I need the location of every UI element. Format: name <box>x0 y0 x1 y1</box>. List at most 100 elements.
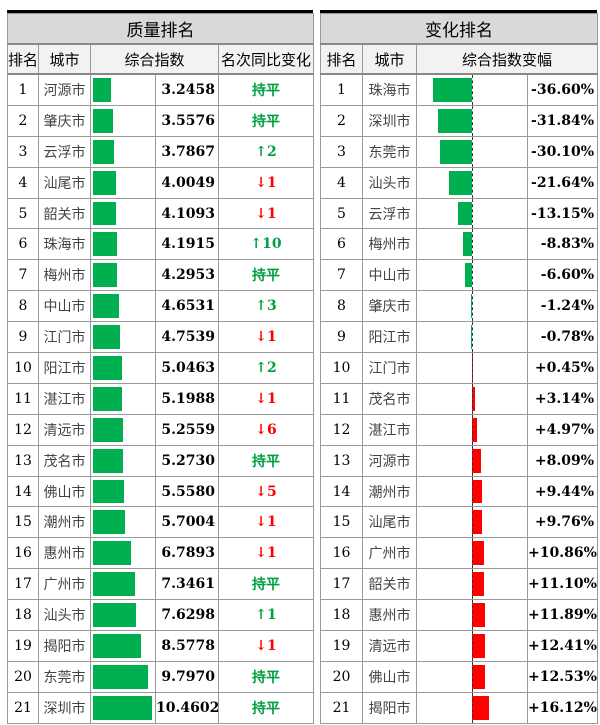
table-row: 10 江门市 +0.45% <box>320 352 598 384</box>
rank-change: ↓1 <box>217 630 315 662</box>
rank-cell: 4 <box>7 166 39 199</box>
table-row: 19 揭阳市 8.5778 ↓1 <box>7 630 315 662</box>
city-cell: 河源市 <box>38 73 91 106</box>
change-bar-cell <box>416 135 528 168</box>
change-bar <box>462 232 472 257</box>
index-value: 8.5778 <box>155 630 219 662</box>
col-city: 城市 <box>38 43 91 75</box>
col-rank: 排名 <box>7 43 39 75</box>
table-row: 2 深圳市 -31.84% <box>320 104 598 137</box>
rank-change: 持平 <box>217 568 315 601</box>
city-cell: 清远市 <box>362 630 417 662</box>
index-bar-cell <box>90 568 156 601</box>
index-value: 5.5580 <box>155 475 219 508</box>
index-bar <box>93 108 114 133</box>
rank-cell: 16 <box>7 537 39 570</box>
rank-cell: 6 <box>320 228 363 261</box>
index-bar-cell <box>90 228 156 261</box>
rank-change: ↑2 <box>217 352 315 384</box>
change-bar <box>472 695 490 720</box>
city-cell: 广州市 <box>362 537 417 570</box>
rank-change: ↑1 <box>217 599 315 632</box>
change-bar-cell <box>416 660 528 693</box>
zero-line <box>472 693 473 723</box>
city-cell: 揭阳市 <box>362 691 417 724</box>
rank-change: ↓1 <box>217 321 315 354</box>
change-value: +8.09% <box>527 444 598 477</box>
index-bar-cell <box>90 444 156 477</box>
index-value: 4.1093 <box>155 197 219 230</box>
index-bar-cell <box>90 413 156 446</box>
change-bar <box>472 448 481 473</box>
change-bar-cell <box>416 166 528 199</box>
change-bar-cell <box>416 228 528 261</box>
city-cell: 云浮市 <box>38 135 91 168</box>
table-row: 9 江门市 4.7539 ↓1 <box>7 321 315 354</box>
index-bar-cell <box>90 382 156 415</box>
index-value: 9.7970 <box>155 660 219 693</box>
rank-cell: 14 <box>320 475 363 508</box>
rank-cell: 13 <box>7 444 39 477</box>
change-bar <box>448 170 472 195</box>
table-row: 18 惠州市 +11.89% <box>320 599 598 632</box>
quality-ranking-table: 质量排名 排名 城市 综合指数 名次同比变化 1 河源市 3.2458 持平 2 肇庆市 3… <box>6 10 315 724</box>
city-cell: 茂名市 <box>362 382 417 415</box>
index-bar-cell <box>90 104 156 137</box>
index-bar <box>93 541 132 566</box>
index-bar-cell <box>90 691 156 724</box>
zero-line <box>472 291 473 321</box>
city-cell: 汕头市 <box>362 166 417 199</box>
zero-line <box>472 106 473 136</box>
city-cell: 江门市 <box>38 321 91 354</box>
index-value: 4.1915 <box>155 228 219 261</box>
index-value: 5.2559 <box>155 413 219 446</box>
rank-cell: 9 <box>320 321 363 354</box>
rank-change: ↓5 <box>217 475 315 508</box>
rank-change: 持平 <box>217 104 315 137</box>
change-bar <box>432 78 472 102</box>
change-bar-cell <box>416 73 528 106</box>
table-row: 4 汕头市 -21.64% <box>320 166 598 199</box>
change-value: -31.84% <box>527 104 598 137</box>
rank-cell: 5 <box>7 197 39 230</box>
index-bar <box>93 139 115 164</box>
city-cell: 汕尾市 <box>362 506 417 539</box>
index-bar <box>93 479 125 504</box>
index-bar-cell <box>90 660 156 693</box>
rank-cell: 18 <box>320 599 363 632</box>
change-bar <box>472 386 476 411</box>
col-rank: 排名 <box>320 43 363 75</box>
index-bar-cell <box>90 630 156 662</box>
zero-line <box>472 538 473 568</box>
city-cell: 梅州市 <box>38 259 91 292</box>
index-value: 3.2458 <box>155 73 219 106</box>
rank-change: ↓1 <box>217 537 315 570</box>
index-bar <box>93 386 123 411</box>
zero-line <box>472 353 473 383</box>
change-bar <box>470 294 472 319</box>
index-bar-cell <box>90 259 156 292</box>
table-row: 1 珠海市 -36.60% <box>320 73 598 106</box>
rank-cell: 5 <box>320 197 363 230</box>
rank-cell: 17 <box>320 568 363 601</box>
change-ranking-table: 变化排名 排名 城市 综合指数变幅 1 珠海市 -36.60% 2 深圳市 -31.84%… <box>320 10 598 724</box>
rank-cell: 19 <box>7 630 39 662</box>
change-bar-cell <box>416 691 528 724</box>
change-bar-cell <box>416 104 528 137</box>
city-cell: 云浮市 <box>362 197 417 230</box>
city-cell: 湛江市 <box>362 413 417 446</box>
rank-change: ↓6 <box>217 413 315 446</box>
index-value: 10.4602 <box>155 691 219 724</box>
city-cell: 潮州市 <box>362 475 417 508</box>
city-cell: 阳江市 <box>38 352 91 384</box>
city-cell: 揭阳市 <box>38 630 91 662</box>
change-ranking-title: 变化排名 <box>320 13 598 45</box>
city-cell: 茂名市 <box>38 444 91 477</box>
table-row: 6 梅州市 -8.83% <box>320 228 598 261</box>
change-bar-cell <box>416 352 528 384</box>
rank-cell: 12 <box>7 413 39 446</box>
index-bar <box>93 170 116 195</box>
table-row: 15 汕尾市 +9.76% <box>320 506 598 539</box>
index-bar-cell <box>90 599 156 632</box>
index-bar <box>93 572 135 597</box>
